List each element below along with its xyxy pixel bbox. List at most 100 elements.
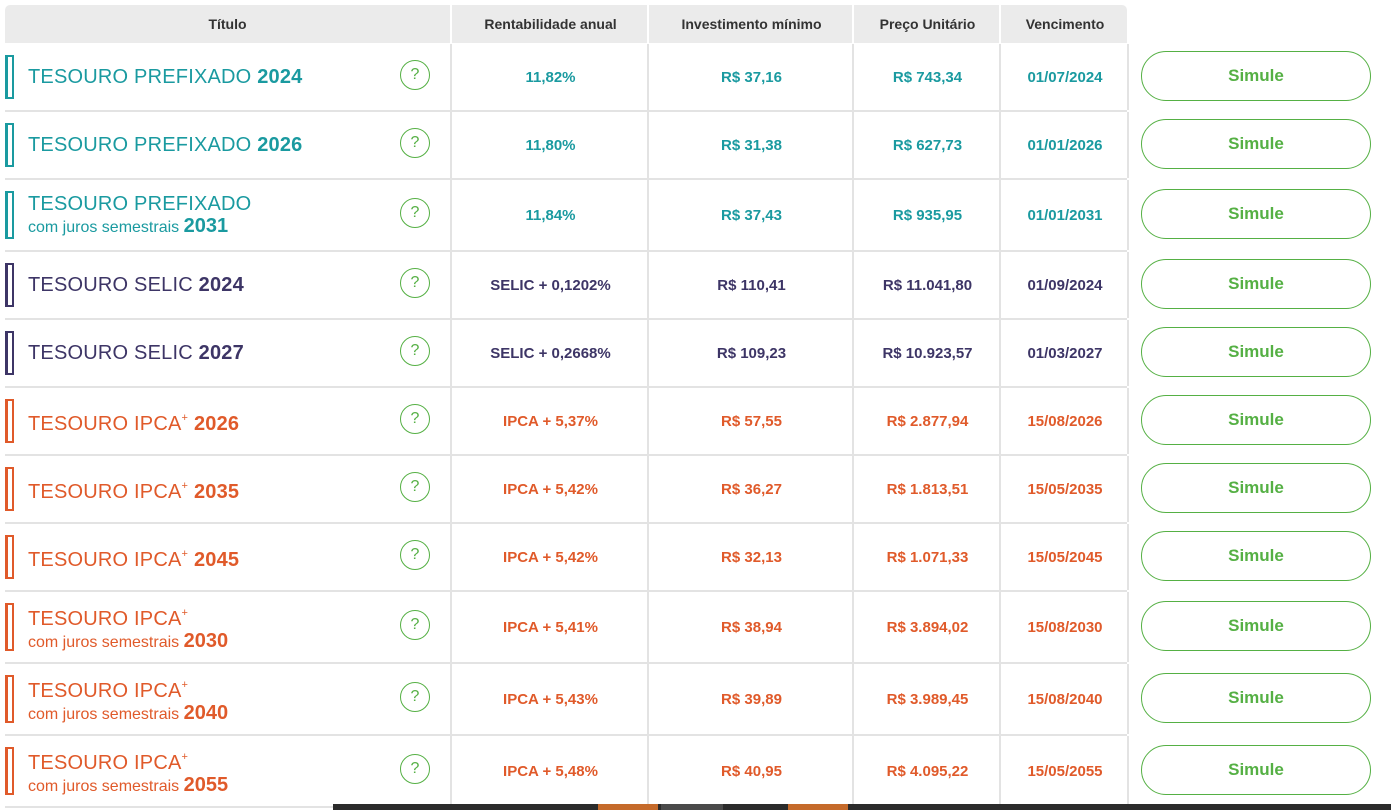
bond-title: TESOURO PREFIXADO 2026 bbox=[28, 112, 388, 178]
bond-name-sup: + bbox=[181, 548, 189, 560]
investimento-cell: R$ 57,55 bbox=[647, 388, 854, 454]
rentabilidade-cell: IPCA + 5,42% bbox=[450, 524, 649, 590]
row-divider bbox=[1127, 112, 1129, 178]
table-row: TESOURO SELIC 2027 ? SELIC + 0,2668% R$ … bbox=[5, 320, 1129, 388]
help-icon[interactable]: ? bbox=[400, 198, 430, 228]
bond-title: TESOURO IPCA+ com juros semestrais 2055 bbox=[28, 736, 388, 806]
vencimento-cell: 01/09/2024 bbox=[999, 252, 1129, 318]
table-row: TESOURO IPCA+ 2045 ? IPCA + 5,42% R$ 32,… bbox=[5, 524, 1129, 592]
bond-title: TESOURO IPCA+ com juros semestrais 2030 bbox=[28, 592, 388, 662]
bond-title: TESOURO IPCA+ 2035 bbox=[28, 456, 388, 522]
preco-cell: R$ 3.989,45 bbox=[852, 664, 1001, 734]
help-icon[interactable]: ? bbox=[400, 610, 430, 640]
category-indicator bbox=[5, 55, 14, 99]
bond-subtitle: com juros semestrais 2031 bbox=[28, 215, 229, 237]
bond-year: 2031 bbox=[183, 215, 229, 237]
simule-button[interactable]: Simule bbox=[1141, 463, 1371, 513]
preco-cell: R$ 10.923,57 bbox=[852, 320, 1001, 386]
investimento-cell: R$ 37,43 bbox=[647, 180, 854, 250]
rentabilidade-cell: SELIC + 0,2668% bbox=[450, 320, 649, 386]
bond-year: 2045 bbox=[193, 549, 240, 571]
help-icon[interactable]: ? bbox=[400, 682, 430, 712]
bond-name-sup: + bbox=[181, 607, 189, 619]
bond-name-sup: + bbox=[181, 751, 189, 763]
table-row: TESOURO IPCA+ com juros semestrais 2055 … bbox=[5, 736, 1129, 808]
category-indicator bbox=[5, 535, 14, 579]
help-icon[interactable]: ? bbox=[400, 268, 430, 298]
simule-button[interactable]: Simule bbox=[1141, 51, 1371, 101]
simule-button[interactable]: Simule bbox=[1141, 259, 1371, 309]
preco-cell: R$ 743,34 bbox=[852, 44, 1001, 110]
bond-name: TESOURO SELIC 2027 bbox=[28, 342, 244, 364]
row-divider bbox=[1127, 320, 1129, 386]
rentabilidade-cell: IPCA + 5,42% bbox=[450, 456, 649, 522]
table-header bbox=[5, 5, 1127, 43]
help-icon[interactable]: ? bbox=[400, 336, 430, 366]
vencimento-cell: 01/01/2026 bbox=[999, 112, 1129, 178]
rentabilidade-cell: IPCA + 5,41% bbox=[450, 592, 649, 662]
simule-button[interactable]: Simule bbox=[1141, 119, 1371, 169]
bond-name: TESOURO PREFIXADO 2026 bbox=[28, 134, 303, 156]
bond-name: TESOURO IPCA+ 2045 bbox=[28, 548, 240, 571]
simule-button[interactable]: Simule bbox=[1141, 189, 1371, 239]
bond-year: 2040 bbox=[183, 702, 229, 724]
investimento-cell: R$ 38,94 bbox=[647, 592, 854, 662]
bond-name-sup: + bbox=[181, 412, 189, 424]
help-icon[interactable]: ? bbox=[400, 472, 430, 502]
simule-button[interactable]: Simule bbox=[1141, 531, 1371, 581]
investimento-cell: R$ 110,41 bbox=[647, 252, 854, 318]
help-icon[interactable]: ? bbox=[400, 404, 430, 434]
table-row: TESOURO IPCA+ com juros semestrais 2040 … bbox=[5, 664, 1129, 736]
bond-year: 2026 bbox=[257, 134, 303, 156]
bond-year: 2035 bbox=[193, 481, 240, 503]
vencimento-cell: 01/03/2027 bbox=[999, 320, 1129, 386]
simule-button[interactable]: Simule bbox=[1141, 395, 1371, 445]
rentabilidade-cell: 11,84% bbox=[450, 180, 649, 250]
bond-name-sup: + bbox=[181, 679, 189, 691]
row-divider bbox=[1127, 524, 1129, 590]
table-row: TESOURO PREFIXADO com juros semestrais 2… bbox=[5, 180, 1129, 252]
simule-button[interactable]: Simule bbox=[1141, 673, 1371, 723]
bond-name: TESOURO IPCA+ bbox=[28, 751, 189, 774]
category-indicator bbox=[5, 603, 14, 651]
help-icon[interactable]: ? bbox=[400, 540, 430, 570]
preco-cell: R$ 4.095,22 bbox=[852, 736, 1001, 806]
table-row: TESOURO IPCA+ 2035 ? IPCA + 5,42% R$ 36,… bbox=[5, 456, 1129, 524]
table-row: TESOURO PREFIXADO 2024 ? 11,82% R$ 37,16… bbox=[5, 44, 1129, 112]
table-row: TESOURO PREFIXADO 2026 ? 11,80% R$ 31,38… bbox=[5, 112, 1129, 180]
preco-cell: R$ 3.894,02 bbox=[852, 592, 1001, 662]
bond-title: TESOURO IPCA+ 2045 bbox=[28, 524, 388, 590]
category-indicator bbox=[5, 399, 14, 443]
investimento-cell: R$ 36,27 bbox=[647, 456, 854, 522]
vencimento-cell: 15/05/2045 bbox=[999, 524, 1129, 590]
vencimento-cell: 15/05/2055 bbox=[999, 736, 1129, 806]
investimento-cell: R$ 109,23 bbox=[647, 320, 854, 386]
category-indicator bbox=[5, 747, 14, 795]
row-divider bbox=[1127, 592, 1129, 662]
simule-button[interactable]: Simule bbox=[1141, 601, 1371, 651]
table-row: TESOURO IPCA+ com juros semestrais 2030 … bbox=[5, 592, 1129, 664]
row-divider bbox=[1127, 44, 1129, 110]
header-investimento: Investimento mínimo bbox=[647, 5, 854, 43]
investimento-cell: R$ 39,89 bbox=[647, 664, 854, 734]
help-icon[interactable]: ? bbox=[400, 128, 430, 158]
bond-year: 2027 bbox=[198, 342, 244, 364]
bond-title: TESOURO SELIC 2024 bbox=[28, 252, 388, 318]
bond-subtitle: com juros semestrais 2055 bbox=[28, 774, 229, 796]
help-icon[interactable]: ? bbox=[400, 60, 430, 90]
simule-button[interactable]: Simule bbox=[1141, 327, 1371, 377]
row-divider bbox=[1127, 252, 1129, 318]
rentabilidade-cell: SELIC + 0,1202% bbox=[450, 252, 649, 318]
category-indicator bbox=[5, 675, 14, 723]
bond-title: TESOURO PREFIXADO 2024 bbox=[28, 44, 388, 110]
bond-name-sup: + bbox=[181, 480, 189, 492]
rentabilidade-cell: IPCA + 5,43% bbox=[450, 664, 649, 734]
vencimento-cell: 15/08/2030 bbox=[999, 592, 1129, 662]
bond-year: 2026 bbox=[193, 413, 240, 435]
bond-title: TESOURO PREFIXADO com juros semestrais 2… bbox=[28, 180, 388, 250]
simule-button[interactable]: Simule bbox=[1141, 745, 1371, 795]
vencimento-cell: 01/07/2024 bbox=[999, 44, 1129, 110]
bond-title: TESOURO SELIC 2027 bbox=[28, 320, 388, 386]
row-divider bbox=[1127, 388, 1129, 454]
help-icon[interactable]: ? bbox=[400, 754, 430, 784]
